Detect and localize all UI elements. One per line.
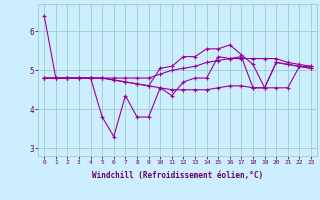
X-axis label: Windchill (Refroidissement éolien,°C): Windchill (Refroidissement éolien,°C): [92, 171, 263, 180]
